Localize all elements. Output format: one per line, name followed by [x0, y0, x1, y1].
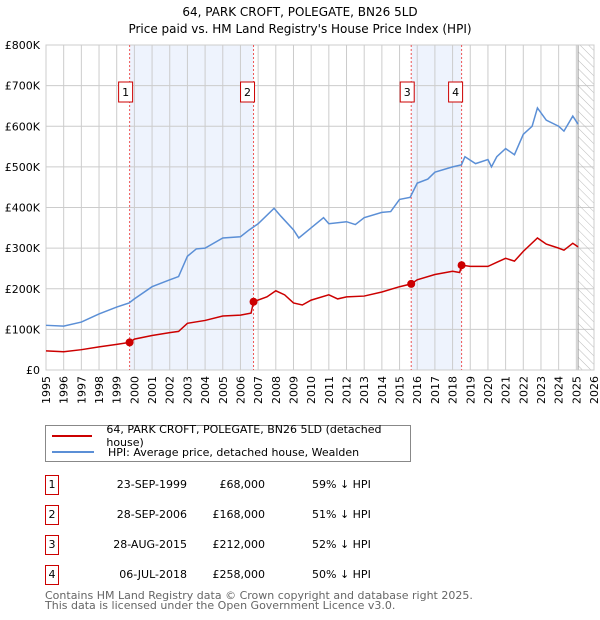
- sale-label: 3: [404, 86, 411, 99]
- footer-copyright: Contains HM Land Registry data © Crown c…: [45, 589, 473, 602]
- legend-swatch-blue: [52, 451, 94, 453]
- y-tick-label: £0: [26, 364, 40, 377]
- x-tick-label: 2014: [376, 376, 389, 404]
- x-tick-label: 2009: [287, 376, 300, 404]
- legend-swatch-red: [52, 435, 93, 437]
- sale-price: £168,000: [212, 508, 266, 521]
- sale-label: 1: [122, 86, 129, 99]
- legend: 64, PARK CROFT, POLEGATE, BN26 5LD (deta…: [45, 423, 411, 462]
- sale-point: [249, 297, 258, 306]
- x-tick-label: 1998: [93, 376, 106, 404]
- y-tick-label: £300K: [5, 242, 41, 255]
- x-tick-label: 2017: [429, 376, 442, 404]
- x-tick-label: 2018: [447, 376, 460, 404]
- x-tick-label: 2003: [181, 376, 194, 404]
- sale-price: £212,000: [212, 538, 266, 551]
- x-tick-label: 2005: [217, 376, 230, 404]
- sale-row: 2 28-SEP-2006 £168,000 51% ↓ HPI: [45, 505, 445, 525]
- sale-hpi-diff: 51% ↓ HPI: [312, 508, 371, 521]
- sale-number: 3: [45, 535, 59, 555]
- series-line: [45, 237, 579, 353]
- x-tick-label: 2002: [164, 376, 177, 404]
- sale-label-box: [118, 81, 134, 103]
- sale-label-box: [399, 81, 415, 103]
- x-tick-label: 2000: [128, 376, 141, 404]
- x-tick-label: 2026: [588, 376, 600, 404]
- sale-label: 2: [244, 86, 251, 99]
- sale-price: £258,000: [212, 568, 266, 581]
- sale-date: 06-JUL-2018: [119, 568, 187, 581]
- x-tick-label: 2016: [411, 376, 424, 404]
- sale-number: 1: [45, 475, 59, 495]
- x-tick-label: 2013: [358, 376, 371, 404]
- sale-hpi-diff: 50% ↓ HPI: [312, 568, 371, 581]
- x-tick-label: 1996: [58, 376, 71, 404]
- x-tick-label: 2023: [535, 376, 548, 404]
- x-tick-label: 2020: [482, 376, 495, 404]
- x-tick-label: 2024: [553, 376, 566, 404]
- legend-label: 64, PARK CROFT, POLEGATE, BN26 5LD (deta…: [106, 423, 382, 449]
- forecast-hatch: [577, 44, 595, 371]
- sale-price: £68,000: [219, 478, 266, 491]
- sale-point: [125, 338, 134, 347]
- legend-label: HPI: Average price, detached house, Weal…: [108, 445, 360, 459]
- sale-date: 23-SEP-1999: [116, 478, 187, 491]
- y-tick-label: £600K: [5, 120, 41, 133]
- x-tick-label: 1997: [75, 376, 88, 404]
- sale-date: 28-SEP-2006: [116, 508, 187, 521]
- y-tick-label: £800K: [5, 39, 41, 52]
- x-tick-label: 2001: [146, 376, 159, 404]
- y-tick-label: £700K: [5, 80, 41, 93]
- series-line: [45, 106, 579, 327]
- sale-number: 2: [45, 505, 59, 525]
- chart-subtitle: Price paid vs. HM Land Registry's House …: [128, 22, 471, 36]
- sale-row: 4 06-JUL-2018 £258,000 50% ↓ HPI: [45, 565, 445, 585]
- sale-number: 4: [45, 565, 59, 585]
- sale-hpi-diff: 52% ↓ HPI: [312, 538, 371, 551]
- x-tick-label: 1999: [111, 376, 124, 404]
- x-tick-label: 2012: [341, 376, 354, 404]
- sale-label-box: [240, 81, 256, 103]
- y-tick-label: £100K: [5, 323, 41, 336]
- x-tick-label: 2011: [323, 376, 336, 404]
- sale-row: 1 23-SEP-1999 £68,000 59% ↓ HPI: [45, 475, 445, 495]
- x-tick-label: 2010: [305, 376, 318, 404]
- y-tick-label: £200K: [5, 283, 41, 296]
- x-tick-label: 2015: [394, 376, 407, 404]
- x-tick-label: 2021: [500, 376, 513, 404]
- x-tick-label: 2004: [199, 376, 212, 404]
- sale-label: 4: [452, 86, 459, 99]
- sale-hpi-diff: 59% ↓ HPI: [312, 478, 371, 491]
- price-chart: 64, PARK CROFT, POLEGATE, BN26 5LD Price…: [5, 5, 600, 404]
- x-tick-label: 2006: [234, 376, 247, 404]
- x-tick-label: 2025: [570, 376, 583, 404]
- y-tick-label: £400K: [5, 202, 41, 215]
- footer-licence: This data is licensed under the Open Gov…: [45, 599, 396, 612]
- x-tick-label: 2019: [464, 376, 477, 404]
- legend-item-hpi: HPI: Average price, detached house, Weal…: [46, 444, 359, 460]
- x-tick-label: 2008: [270, 376, 283, 404]
- sale-row: 3 28-AUG-2015 £212,000 52% ↓ HPI: [45, 535, 445, 555]
- plot-frame: [45, 44, 595, 371]
- x-tick-label: 2022: [517, 376, 530, 404]
- x-tick-label: 1995: [40, 376, 53, 404]
- sale-date: 28-AUG-2015: [113, 538, 187, 551]
- sale-point: [457, 261, 466, 270]
- sale-point: [407, 279, 416, 288]
- x-tick-label: 2007: [252, 376, 265, 404]
- y-tick-label: £500K: [5, 161, 41, 174]
- sale-label-box: [448, 81, 464, 103]
- legend-item-property: 64, PARK CROFT, POLEGATE, BN26 5LD (deta…: [46, 423, 410, 449]
- chart-title: 64, PARK CROFT, POLEGATE, BN26 5LD: [182, 5, 417, 19]
